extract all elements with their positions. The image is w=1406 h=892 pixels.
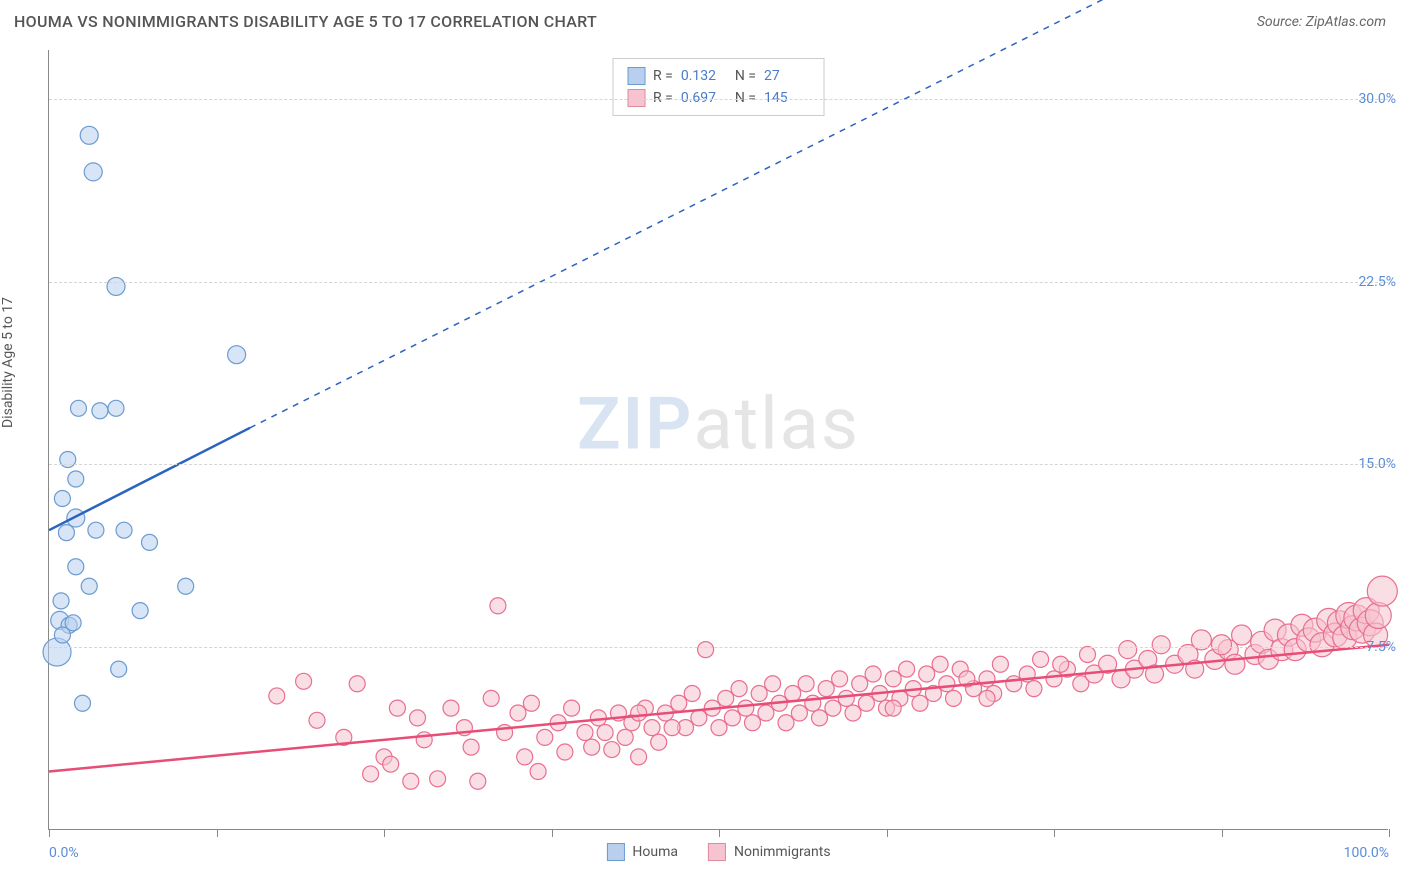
x-tick [49,829,50,837]
x-tick [384,829,385,837]
x-tick [887,829,888,837]
legend-swatch [708,843,726,861]
legend-correlation: R =0.132N =27R =0.697N =145 [612,58,825,116]
x-tick [1389,829,1390,837]
y-tick-label: 7.5% [1366,639,1396,655]
legend-r-label: R = [653,65,673,87]
gridline [49,464,1388,465]
x-tick-label: 0.0% [49,845,79,861]
gridline [49,647,1388,648]
legend-series: Houma Nonimmigrants [606,843,830,861]
legend-series-item: Nonimmigrants [708,843,831,861]
y-tick-label: 15.0% [1358,456,1396,472]
legend-swatch [627,67,645,85]
legend-n-value: 27 [764,65,810,87]
chart-title: HOUMA VS NONIMMIGRANTS DISABILITY AGE 5 … [14,12,597,31]
legend-swatch [606,843,624,861]
legend-series-label: Nonimmigrants [734,844,831,860]
chart-source: Source: ZipAtlas.com [1257,14,1386,30]
y-tick-label: 30.0% [1358,91,1396,107]
x-tick [719,829,720,837]
chart-area: ZIPatlas R =0.132N =27R =0.697N =145 Hou… [48,50,1388,830]
gridline [49,282,1388,283]
legend-row: R = 0.132 N = 27 [627,65,810,87]
y-axis-label: Disability Age 5 to 17 [0,297,16,428]
legend-series-label: Houma [632,844,678,860]
x-tick [217,829,218,837]
x-tick-label: 100.0% [1344,845,1389,861]
scatter-plot [49,50,1388,829]
legend-n-label: N = [735,65,756,87]
legend-series-item: Houma [606,843,678,861]
gridline [49,99,1388,100]
legend-r-value: 0.132 [681,65,727,87]
x-tick [1222,829,1223,837]
y-tick-label: 22.5% [1358,274,1396,290]
x-tick [552,829,553,837]
x-tick [1054,829,1055,837]
